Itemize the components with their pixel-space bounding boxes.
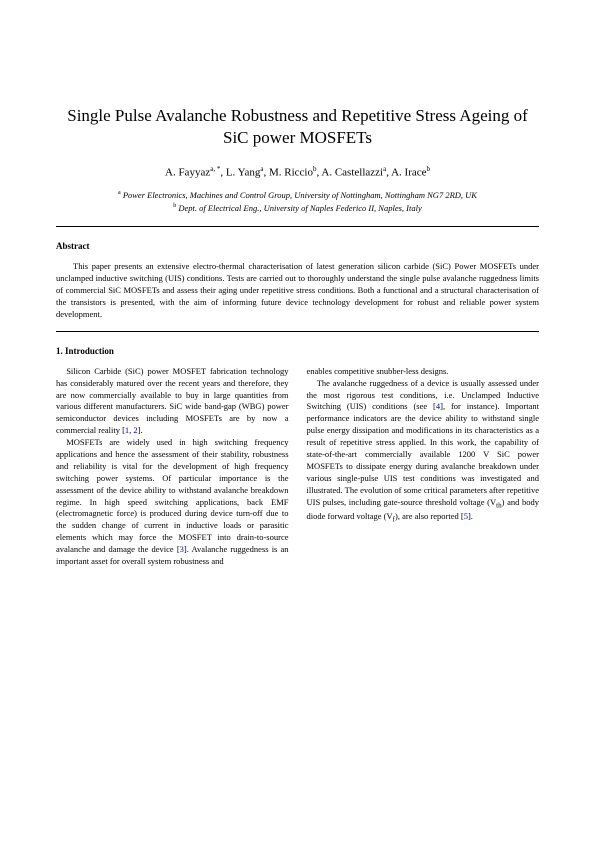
abstract-body: This paper presents an extensive electro…: [56, 261, 539, 320]
para-4: The avalanche ruggedness of a device is …: [307, 378, 540, 526]
abstract-heading: Abstract: [56, 241, 539, 251]
paper-page: Single Pulse Avalanche Robustness and Re…: [0, 0, 595, 608]
para-3-text: enables competitive snubber-less designs…: [307, 366, 449, 376]
para-1-text-b: ].: [138, 425, 143, 435]
paper-title: Single Pulse Avalanche Robustness and Re…: [56, 105, 539, 149]
column-right: enables competitive snubber-less designs…: [307, 366, 540, 568]
affiliation-a: a Power Electronics, Machines and Contro…: [56, 189, 539, 202]
body-columns: Silicon Carbide (SiC) power MOSFET fabri…: [56, 366, 539, 568]
top-rule: [56, 226, 539, 227]
para-4-text-d: ), are also reported [: [395, 511, 464, 521]
para-4-text-e: ].: [468, 511, 473, 521]
para-2: MOSFETs are widely used in high switchin…: [56, 437, 289, 568]
bottom-rule: [56, 331, 539, 332]
affiliation-b: b Dept. of Electrical Eng., University o…: [56, 202, 539, 215]
para-4-text-b: ], for instance). Important performance …: [307, 401, 540, 506]
para-3: enables competitive snubber-less designs…: [307, 366, 540, 378]
para-1-text-a: Silicon Carbide (SiC) power MOSFET fabri…: [56, 366, 289, 435]
author-list: A. Fayyaza, *, L. Yanga, M. Ricciob, A. …: [56, 165, 539, 179]
section-1-heading: 1. Introduction: [56, 346, 539, 356]
para-1: Silicon Carbide (SiC) power MOSFET fabri…: [56, 366, 289, 437]
affiliation-b-text: Dept. of Electrical Eng., University of …: [178, 202, 421, 212]
affiliations: a Power Electronics, Machines and Contro…: [56, 189, 539, 214]
affiliation-a-text: Power Electronics, Machines and Control …: [123, 190, 477, 200]
para-2-text-a: MOSFETs are widely used in high switchin…: [56, 437, 289, 554]
column-left: Silicon Carbide (SiC) power MOSFET fabri…: [56, 366, 289, 568]
